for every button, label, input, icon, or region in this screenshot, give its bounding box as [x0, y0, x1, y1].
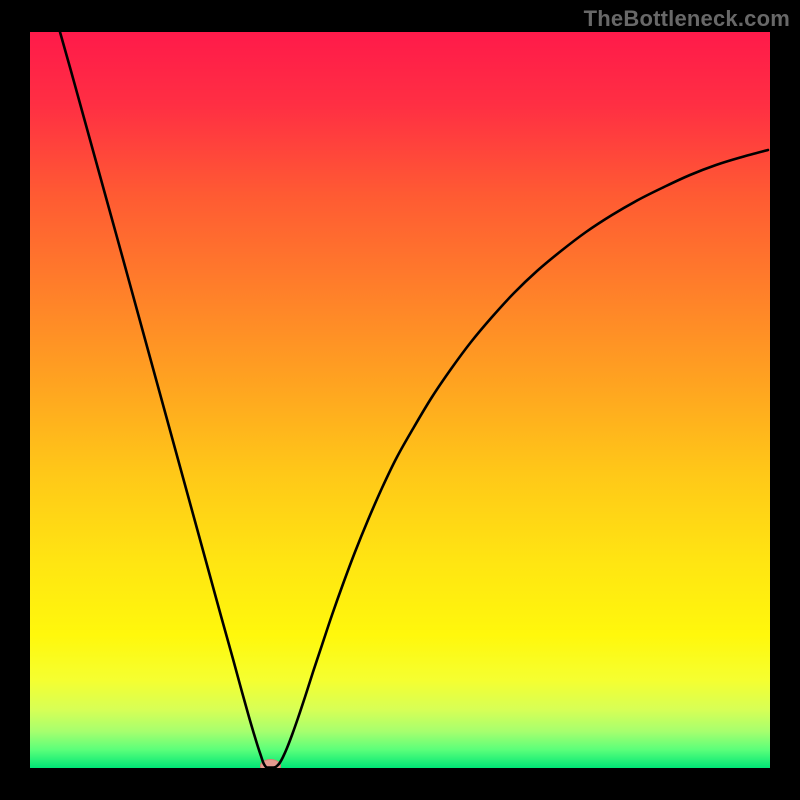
- outer-frame: { "watermark": { "text": "TheBottleneck.…: [0, 0, 800, 800]
- plot-area: [30, 32, 770, 768]
- watermark-text: TheBottleneck.com: [584, 6, 790, 32]
- chart-background: [30, 32, 770, 768]
- bottleneck-chart: [30, 32, 770, 768]
